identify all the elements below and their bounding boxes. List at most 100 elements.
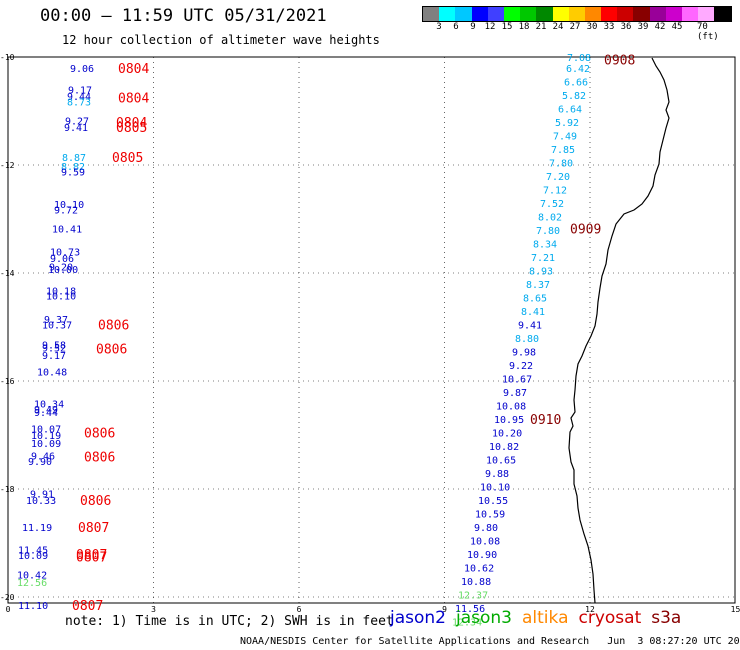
legend-swatch	[455, 7, 472, 21]
satellite-jason3: jason3	[456, 608, 512, 628]
pass-time-label: 0807	[76, 548, 107, 563]
wave-height-value: 9.72	[54, 205, 78, 216]
grid-lines	[8, 57, 735, 603]
wave-height-value: 8.80	[515, 334, 539, 345]
pass-time-label: 0908	[604, 54, 635, 69]
y-tick-label: -10	[0, 53, 15, 62]
wave-height-value: 10.09	[18, 551, 48, 562]
wave-height-value: 10.65	[486, 455, 516, 466]
legend-label: 18	[518, 22, 530, 32]
wave-height-value: 10.73	[50, 247, 80, 258]
wave-height-value: 10.48	[37, 367, 67, 378]
wave-height-value: 9.22	[509, 361, 533, 372]
wave-height-value: 8.73	[67, 97, 91, 108]
x-tick-label: 0	[6, 605, 11, 614]
wave-height-value: 10.10	[46, 292, 76, 303]
note-text: note: 1) Time is in UTC; 2) SWH is in fe…	[65, 614, 394, 629]
wave-height-value: 9.52	[42, 344, 66, 355]
wave-height-value: 10.55	[478, 496, 508, 507]
y-tick-labels: -10 -12 -14 -16 -18 -20	[0, 53, 15, 602]
coastline	[568, 57, 670, 604]
x-tick-label: 15	[731, 605, 740, 614]
wave-height-value: 8.37	[526, 280, 550, 291]
wave-height-value: 8.87	[62, 153, 86, 164]
pass-time-label: 0804	[118, 62, 149, 77]
wave-height-value: 11.19	[22, 523, 52, 534]
wave-height-value: 10.10	[480, 482, 510, 493]
wave-height-value: 10.95	[494, 415, 524, 426]
pass-time-label: 0806	[80, 494, 111, 509]
legend-swatch	[649, 7, 666, 21]
legend-swatch	[423, 7, 440, 21]
legend-swatch	[520, 7, 537, 21]
wave-height-value: 9.90	[28, 457, 52, 468]
wave-height-value: 10.41	[52, 225, 82, 236]
y-tick-label: -14	[0, 269, 15, 278]
legend-swatch	[584, 7, 602, 21]
wave-height-value: 8.82	[61, 162, 85, 173]
pass-time-label: 0804	[116, 116, 147, 131]
x-tick-label: 9	[442, 605, 447, 614]
satellite-jason2: jason2	[390, 608, 446, 628]
wave-height-value: 10.08	[470, 536, 500, 547]
wave-height-value: 11.56	[455, 604, 485, 615]
x-tick-labels: 0 3 6 9 12 15	[6, 605, 740, 614]
legend-label: 42	[654, 22, 666, 32]
wave-height-value: 12.34	[452, 617, 482, 628]
wave-height-value: 9.27	[65, 117, 89, 128]
wave-height-value: 12.56	[17, 578, 47, 589]
color-legend-labels: 3 6 9 12 15 18 21 24 27 30 33 36 39 42 45 70 (ft)	[422, 22, 740, 42]
legend-label: 30	[586, 22, 598, 32]
legend-swatch	[487, 7, 504, 21]
wave-height-value: 6.66	[564, 77, 588, 88]
wave-height-value: 10.37	[42, 320, 72, 331]
wave-height-value: 10.19	[31, 431, 61, 442]
wave-height-value: 9.87	[503, 388, 527, 399]
wave-height-value: 9.06	[70, 64, 94, 75]
x-tick-label: 12	[585, 605, 595, 614]
pass-time-label: 0909	[570, 223, 601, 238]
wave-height-value: 10.90	[467, 550, 497, 561]
wave-height-value: 9.58	[42, 340, 66, 351]
legend-swatch	[503, 7, 521, 21]
credit-text: NOAA/NESDIS Center for Satellite Applica…	[240, 636, 740, 647]
wave-height-value: 8.65	[523, 293, 547, 304]
wave-height-value: 10.42	[17, 570, 47, 581]
wave-height-value: 10.10	[54, 200, 84, 211]
legend-swatch	[601, 7, 618, 21]
wave-height-value: 8.93	[529, 266, 553, 277]
pass-time-label: 0807	[78, 521, 109, 536]
legend-label: 39	[637, 22, 649, 32]
legend-label: 24	[552, 22, 564, 32]
wave-height-value: 10.18	[46, 286, 76, 297]
legend-swatch	[665, 7, 682, 21]
wave-height-value: 10.62	[464, 563, 494, 574]
legend-label: 6	[453, 22, 459, 32]
wave-height-value: 10.33	[26, 496, 56, 507]
y-tick-label: -20	[0, 593, 15, 602]
wave-height-value: 10.00	[48, 265, 78, 276]
map-frame	[7, 56, 736, 604]
legend-swatch	[552, 7, 569, 21]
legend-swatch	[439, 7, 456, 21]
wave-height-value: 7.52	[540, 199, 564, 210]
wave-height-value: 9.20	[49, 263, 73, 274]
pass-time-label: 0807	[72, 599, 103, 614]
wave-height-value: 6.42	[566, 64, 590, 75]
color-legend-bar	[422, 6, 732, 22]
wave-height-value: 7.85	[551, 145, 575, 156]
y-tick-label: -18	[0, 485, 15, 494]
legend-label: 9	[470, 22, 476, 32]
satellite-cryosat: cryosat	[578, 608, 642, 628]
wave-height-value: 7.80	[549, 158, 573, 169]
wave-height-value: 9.46	[31, 452, 55, 463]
west-track-values: 9.069.179.448.739.279.418.878.829.5910.1…	[17, 64, 94, 612]
east-track-times: 0908 0909 0910	[530, 54, 635, 428]
wave-height-value: 7.49	[553, 131, 577, 142]
legend-label: 12	[484, 22, 496, 32]
wave-height-value: 7.20	[546, 172, 570, 183]
wave-height-value: 9.49	[34, 405, 58, 416]
y-tick-label: -12	[0, 161, 15, 170]
legend-label: 45	[671, 22, 683, 32]
wave-height-value: 10.34	[34, 400, 64, 411]
